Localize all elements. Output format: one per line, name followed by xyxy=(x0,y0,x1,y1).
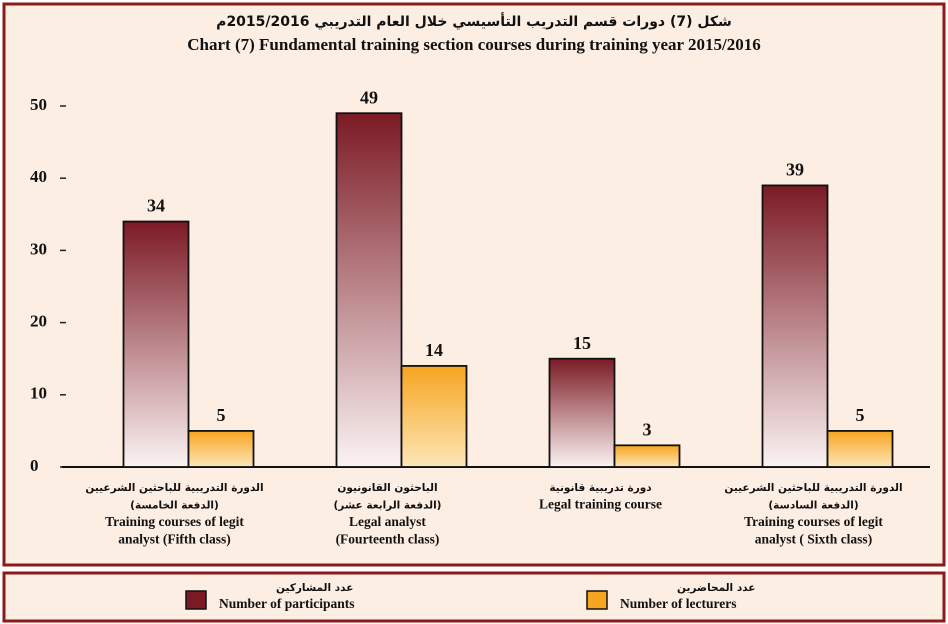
y-tick-label: 10 xyxy=(30,384,47,403)
value-label: 14 xyxy=(425,340,443,360)
value-label: 49 xyxy=(360,87,378,107)
legend-label: عدد المحاضرين xyxy=(677,582,755,594)
x-tick-label: (الدفعة الخامسة) xyxy=(130,500,219,512)
y-tick-label: 30 xyxy=(30,239,47,258)
bar xyxy=(826,429,894,468)
legend-frame xyxy=(2,571,946,623)
legend-label: Number of lecturers xyxy=(620,596,736,611)
x-tick-label: analyst ( Sixth class) xyxy=(755,532,872,547)
value-label: 5 xyxy=(856,405,865,425)
value-label: 15 xyxy=(573,333,591,353)
x-tick-label: Training courses of legit xyxy=(744,514,883,529)
x-tick-label: analyst (Fifth class) xyxy=(118,532,231,547)
legend-label: Number of participants xyxy=(219,596,355,611)
y-tick-label: 50 xyxy=(30,95,47,114)
x-tick-label: دورة تدريبية قانونية xyxy=(549,482,652,494)
chart-title: شكل (7) دورات قسم التدريب التأسيسي خلال … xyxy=(216,12,732,30)
y-tick-label: 40 xyxy=(30,167,47,186)
value-label: 5 xyxy=(217,405,226,425)
legend-swatch xyxy=(586,590,608,610)
x-tick-label: (الدفعة السادسة) xyxy=(768,500,858,512)
bar xyxy=(548,357,616,468)
value-label: 3 xyxy=(643,419,652,439)
legend-swatch xyxy=(185,590,207,610)
x-tick-label: Training courses of legit xyxy=(105,514,244,529)
bar xyxy=(613,444,681,468)
x-tick-label: (Fourteenth class) xyxy=(336,532,440,547)
y-tick-label: 20 xyxy=(30,312,47,331)
bar xyxy=(335,112,403,468)
x-tick-label: (الدفعة الرابعة عشر) xyxy=(334,500,442,512)
x-tick-label: الدورة التدريبية للباحثين الشرعيين xyxy=(724,482,902,494)
bar xyxy=(187,429,255,468)
value-label: 39 xyxy=(786,160,804,180)
chart-subtitle: Chart (7) Fundamental training section c… xyxy=(187,35,760,54)
bar xyxy=(761,184,829,468)
x-tick-label: Legal analyst xyxy=(349,514,426,529)
legend-label: عدد المشاركين xyxy=(276,582,353,594)
x-tick-label: Legal training course xyxy=(539,497,662,512)
bar xyxy=(122,220,190,468)
value-label: 34 xyxy=(147,196,165,216)
x-tick-label: الباحثون القانونيون xyxy=(337,482,437,494)
y-tick-label: 0 xyxy=(30,456,39,475)
x-tick-label: الدورة التدريبية للباحثين الشرعيين xyxy=(85,482,263,494)
bar xyxy=(400,365,468,468)
